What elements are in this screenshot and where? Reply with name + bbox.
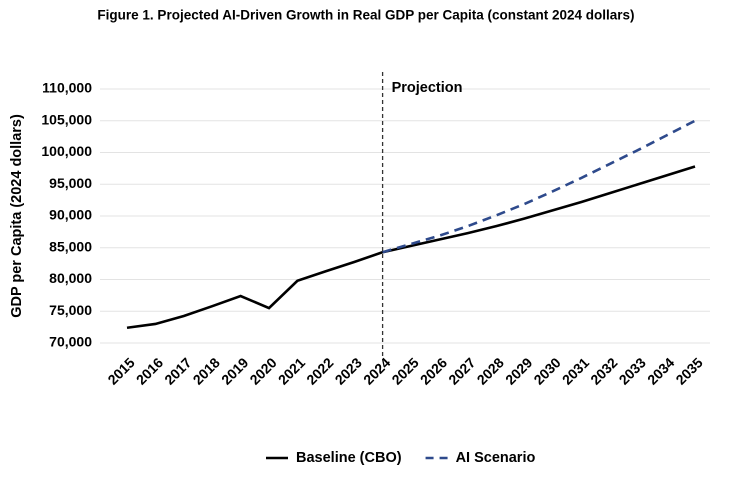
x-tick-label: 2031 (559, 354, 592, 387)
x-tick-label: 2024 (360, 354, 393, 387)
annotation: Projection (392, 80, 463, 96)
y-tick-label: 105,000 (41, 111, 92, 127)
x-tick-label: 2027 (445, 354, 478, 387)
series-line (382, 119, 696, 254)
legend-label: AI Scenario (456, 450, 536, 466)
x-tick-label: 2017 (161, 354, 194, 387)
x-tick-label: 2032 (587, 354, 620, 387)
y-tick-label: 90,000 (49, 207, 92, 223)
y-tick-label: 85,000 (49, 238, 92, 254)
x-tick-label: 2020 (246, 354, 279, 387)
y-tick-label: 80,000 (49, 270, 92, 286)
y-axis-label: GDP per Capita (2024 dollars) (9, 114, 25, 318)
x-tick-label: 2016 (133, 354, 166, 387)
y-tick-label: 75,000 (49, 302, 92, 318)
series-line (126, 165, 696, 330)
legend-label: Baseline (CBO) (296, 450, 402, 466)
x-tick-label: 2019 (218, 354, 251, 387)
y-tick-label: 70,000 (49, 334, 92, 350)
x-tick-label: 2026 (417, 354, 450, 387)
x-tick-label: 2028 (474, 354, 507, 387)
x-tick-label: 2021 (275, 354, 308, 387)
x-tick-label: 2033 (616, 354, 649, 387)
x-tick-label: 2023 (332, 354, 365, 387)
y-tick-label: 100,000 (41, 143, 92, 159)
x-tick-label: 2029 (502, 354, 535, 387)
x-tick-label: 2034 (644, 354, 677, 387)
x-tick-label: 2022 (303, 354, 336, 387)
y-tick-label: 110,000 (42, 80, 92, 96)
x-tick-label: 2030 (530, 354, 563, 387)
chart-title: Figure 1. Projected AI-Driven Growth in … (97, 8, 634, 23)
y-tick-label: 95,000 (49, 175, 92, 191)
x-tick-label: 2025 (388, 354, 421, 387)
x-tick-label: 2035 (672, 354, 705, 387)
x-tick-label: 2015 (104, 354, 137, 387)
x-tick-label: 2018 (190, 354, 223, 387)
